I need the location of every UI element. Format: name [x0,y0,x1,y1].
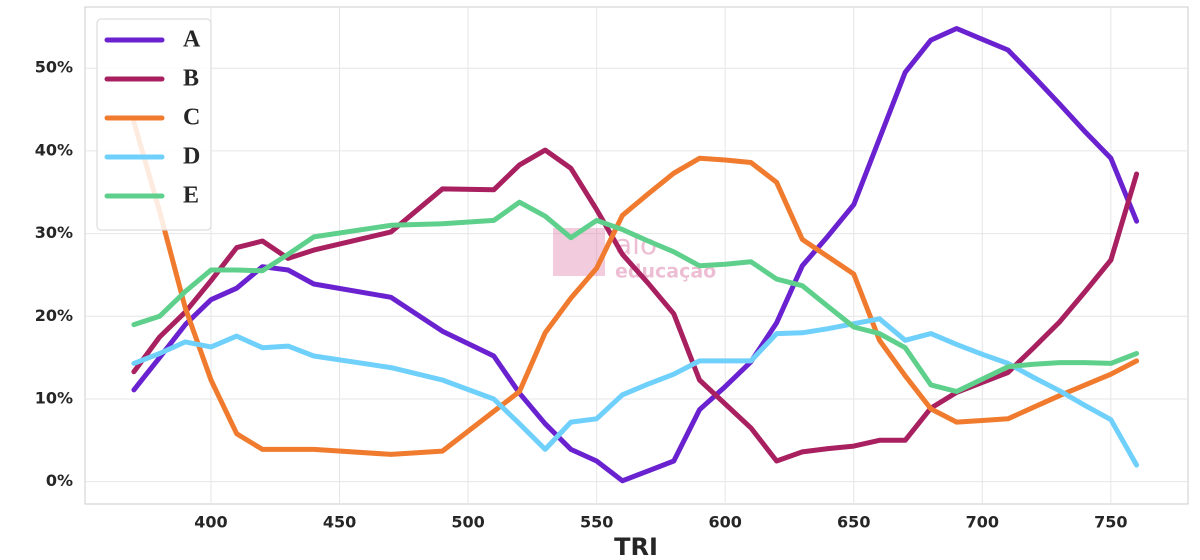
legend-label: E [183,183,199,209]
y-tick-label: 0% [46,471,73,490]
x-tick-label: 550 [580,513,613,532]
x-axis-label: TRI [614,533,658,560]
legend-label: C [183,105,200,131]
x-tick-label: 450 [323,513,356,532]
y-tick-label: 10% [35,388,73,407]
x-tick-label: 700 [966,513,999,532]
series-line [131,119,1140,457]
y-tick-label: 40% [35,140,73,159]
x-tick-label: 600 [708,513,741,532]
y-tick-label: 20% [35,306,73,325]
legend-box [96,18,212,231]
x-tick-label: 400 [194,513,227,532]
legend-label: D [183,144,200,170]
y-tick-label: 50% [35,58,73,77]
series-line [131,199,1140,394]
y-tick-label: 30% [35,223,73,242]
x-tick-label: 500 [451,513,484,532]
legend-label: A [183,27,201,53]
legend-label: B [183,66,199,92]
series-line [131,316,1140,468]
series-line [131,26,1140,484]
x-tick-label: 750 [1094,513,1127,532]
x-tick-label: 650 [837,513,870,532]
